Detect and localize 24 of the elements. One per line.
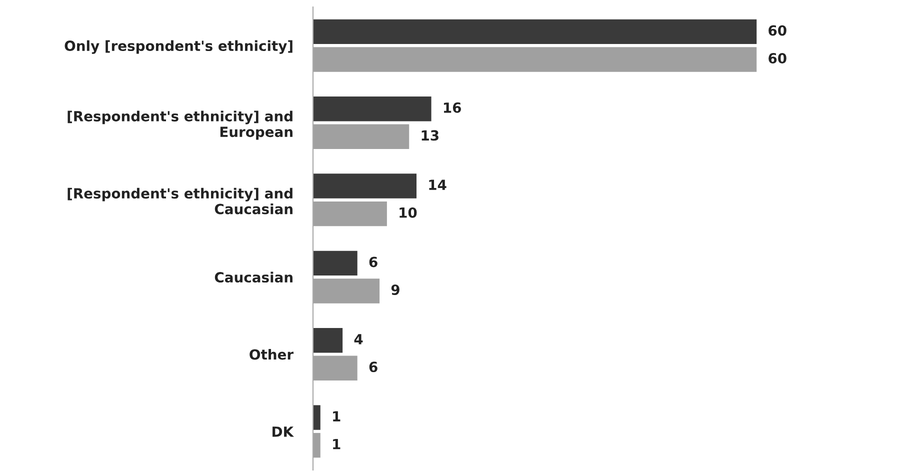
bar — [313, 250, 358, 276]
y-tick-label: [Respondent's ethnicity] and Caucasian — [68, 188, 292, 214]
y-tick-label: Other — [250, 348, 294, 360]
data-label: 9 — [391, 284, 400, 296]
y-tick-label: DK — [272, 426, 294, 437]
y-tick-label: Only [respondent's ethnicity] — [64, 40, 292, 54]
data-label: 60 — [768, 53, 786, 64]
bar — [313, 19, 757, 44]
data-label: 14 — [429, 180, 446, 190]
bar — [313, 96, 432, 122]
bar — [313, 328, 343, 353]
bar — [313, 405, 320, 430]
data-label: 4 — [354, 334, 363, 344]
y-tick-label: Caucasian — [214, 272, 292, 283]
bar — [313, 174, 417, 198]
data-label: 1 — [333, 439, 340, 450]
data-label: 60 — [768, 25, 786, 36]
y-tick-label: [Respondent's ethnicity] and European — [68, 110, 292, 140]
data-label: 13 — [422, 130, 438, 141]
data-label: 6 — [369, 362, 378, 372]
data-label: 10 — [400, 207, 417, 218]
data-label: 1 — [333, 411, 340, 422]
data-label: 16 — [444, 102, 461, 113]
data-label: 6 — [369, 256, 378, 268]
